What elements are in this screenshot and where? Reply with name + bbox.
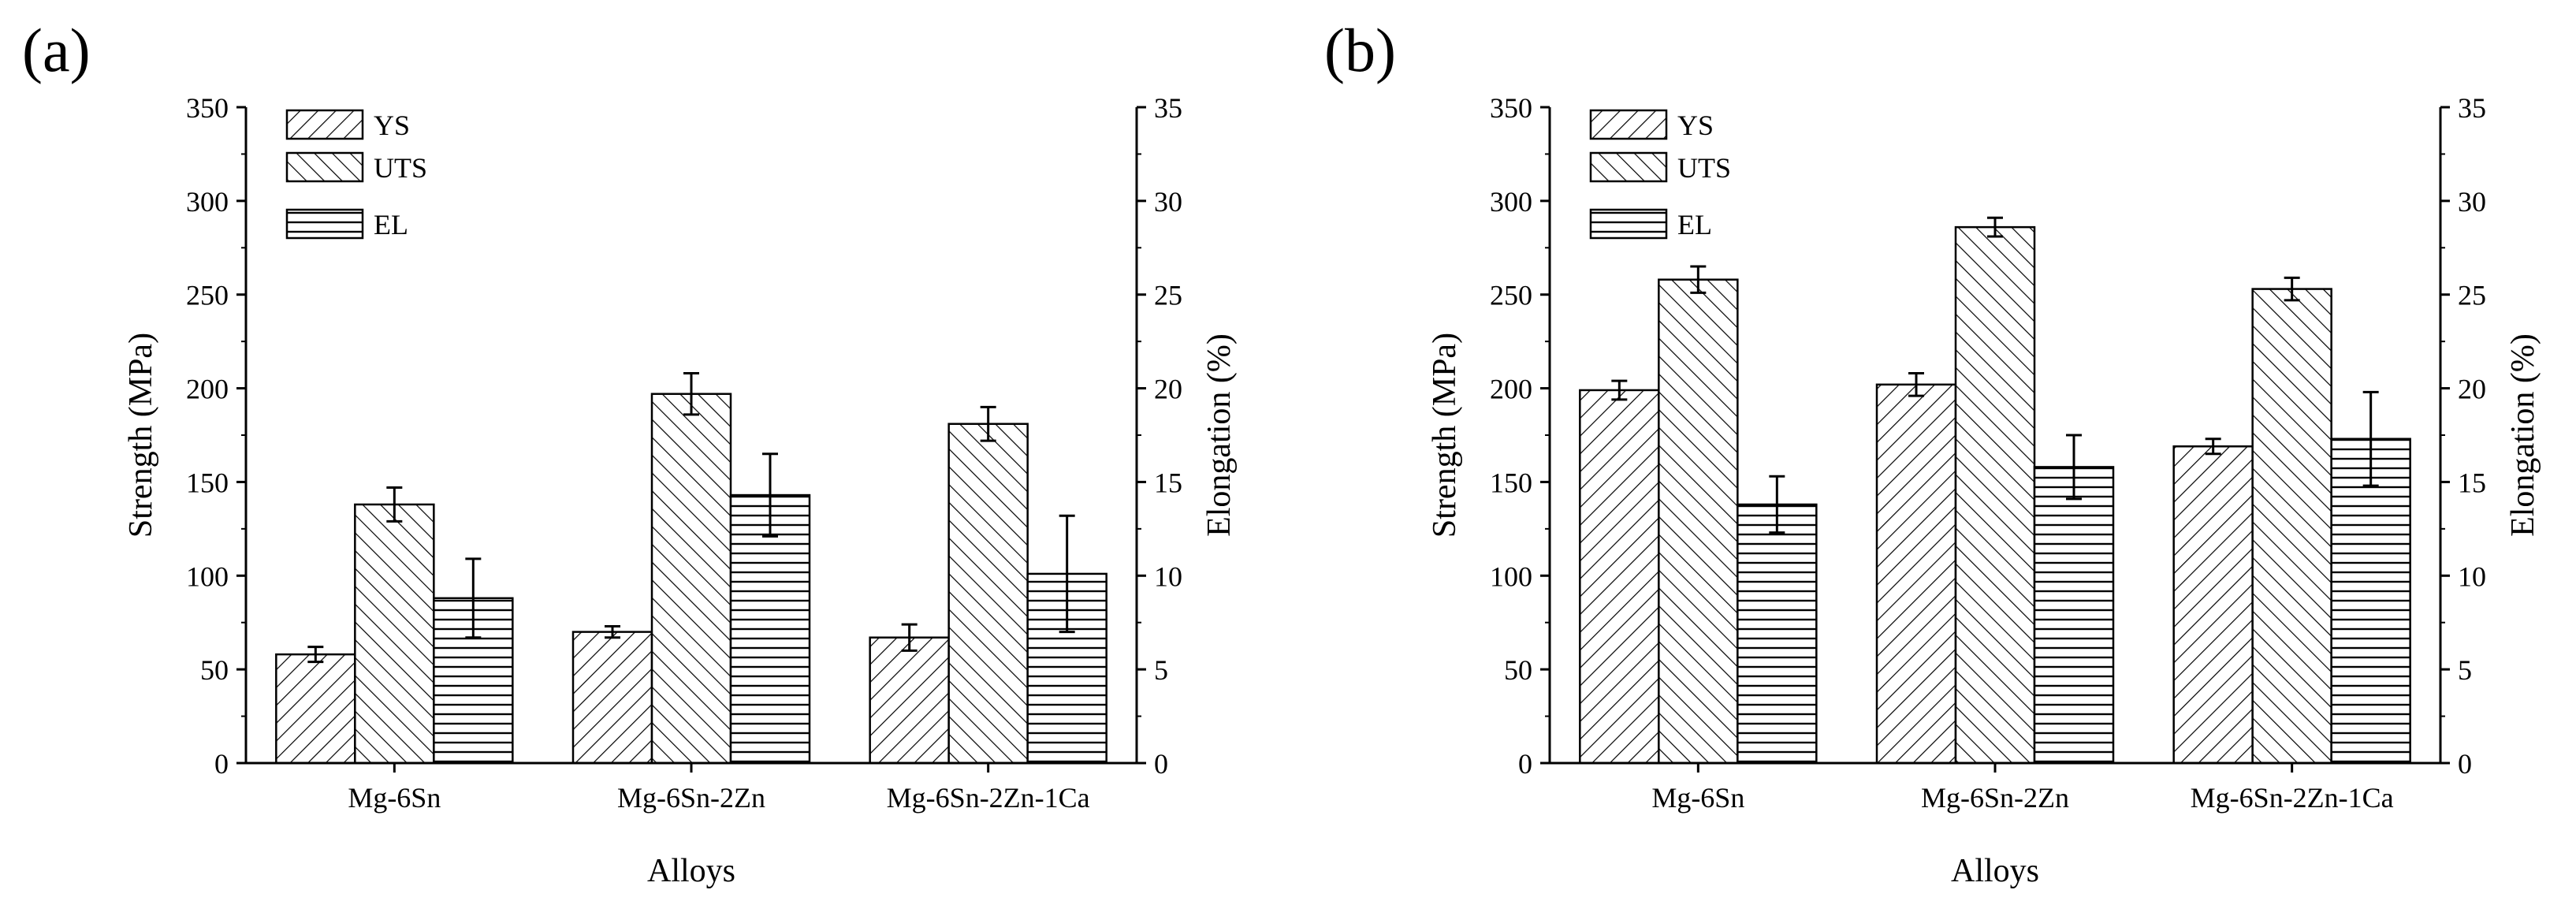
bar-el-0 bbox=[1737, 503, 1818, 765]
y2-tick-label: 35 bbox=[1154, 92, 1182, 124]
y-tick-label: 50 bbox=[200, 654, 229, 686]
y-tick-label: 0 bbox=[1518, 748, 1532, 780]
y-tick-label: 350 bbox=[1490, 92, 1532, 124]
y2-tick-label: 0 bbox=[2458, 748, 2472, 780]
y-axis-title: Strength (MPa) bbox=[1427, 333, 1463, 538]
bar-ys-2 bbox=[2172, 445, 2254, 765]
y-axis-title: Strength (MPa) bbox=[123, 333, 159, 538]
bar-ys-2 bbox=[869, 636, 950, 765]
category-label: Mg-6Sn bbox=[1651, 782, 1744, 814]
y2-tick-label: 15 bbox=[2458, 467, 2486, 498]
y-tick-label: 200 bbox=[1490, 374, 1532, 405]
y2-axis-title: Elongation (%) bbox=[1201, 333, 1238, 537]
y2-axis-title: Elongation (%) bbox=[2505, 333, 2541, 537]
bar-ys-0 bbox=[275, 653, 356, 765]
category-label: Mg-6Sn-2Zn-1Ca bbox=[2191, 782, 2394, 814]
bar-uts-2 bbox=[2251, 288, 2332, 765]
bar-el-2 bbox=[2330, 438, 2411, 765]
bar-ys-0 bbox=[1579, 389, 1660, 765]
y-tick-label: 250 bbox=[1490, 280, 1532, 311]
y-tick-label: 0 bbox=[214, 748, 229, 780]
category-label: Mg-6Sn-2Zn bbox=[617, 782, 765, 814]
y2-tick-label: 25 bbox=[1154, 280, 1182, 311]
y2-tick-label: 5 bbox=[1154, 654, 1168, 686]
y2-tick-label: 0 bbox=[1154, 748, 1168, 780]
legend-swatch-uts bbox=[1589, 151, 1668, 183]
y2-tick-label: 25 bbox=[2458, 280, 2486, 311]
y-tick-label: 250 bbox=[186, 280, 229, 311]
category-label: Mg-6Sn-2Zn-1Ca bbox=[887, 782, 1090, 814]
y2-tick-label: 30 bbox=[1154, 186, 1182, 218]
y2-tick-label: 35 bbox=[2458, 92, 2486, 124]
x-axis-title: Alloys bbox=[1951, 853, 2039, 889]
legend-label-uts: UTS bbox=[374, 152, 427, 184]
y-tick-label: 200 bbox=[186, 374, 229, 405]
legend-swatch-el bbox=[1589, 208, 1668, 240]
bar-el-1 bbox=[729, 493, 811, 765]
category-label: Mg-6Sn bbox=[348, 782, 441, 814]
y-tick-label: 350 bbox=[186, 92, 229, 124]
legend-label-el: EL bbox=[374, 209, 408, 240]
y-tick-label: 50 bbox=[1504, 654, 1532, 686]
legend-swatch-uts bbox=[285, 151, 364, 183]
y-tick-label: 300 bbox=[186, 186, 229, 218]
y-tick-label: 100 bbox=[1490, 560, 1532, 592]
y2-tick-label: 5 bbox=[2458, 654, 2472, 686]
category-label: Mg-6Sn-2Zn bbox=[1921, 782, 2069, 814]
y-tick-label: 150 bbox=[186, 467, 229, 498]
bar-uts-2 bbox=[947, 423, 1029, 765]
bar-uts-1 bbox=[1954, 225, 2036, 765]
y-tick-label: 300 bbox=[1490, 186, 1532, 218]
legend-label-el: EL bbox=[1677, 209, 1712, 240]
legend-swatch-el bbox=[285, 208, 364, 240]
legend-swatch-ys bbox=[1589, 109, 1668, 140]
y2-tick-label: 10 bbox=[2458, 560, 2486, 592]
legend-label-ys: YS bbox=[374, 110, 410, 141]
bar-uts-1 bbox=[650, 393, 732, 765]
panel-label: (a) bbox=[22, 16, 91, 84]
bar-ys-1 bbox=[1875, 383, 1957, 765]
legend-label-uts: UTS bbox=[1677, 152, 1731, 184]
y2-tick-label: 20 bbox=[2458, 374, 2486, 405]
y2-tick-label: 15 bbox=[1154, 467, 1182, 498]
legend-label-ys: YS bbox=[1677, 110, 1714, 141]
y2-tick-label: 30 bbox=[2458, 186, 2486, 218]
x-axis-title: Alloys bbox=[647, 853, 735, 889]
panel-b: (b) 0 50 100 150 200 250 300 350 0 5 10 15 20 25 30 35 Mg… bbox=[1324, 16, 2541, 889]
panel-label: (b) bbox=[1324, 16, 1396, 84]
bar-el-1 bbox=[2033, 466, 2115, 765]
y2-tick-label: 10 bbox=[1154, 560, 1182, 592]
y2-tick-label: 20 bbox=[1154, 374, 1182, 405]
bar-uts-0 bbox=[354, 503, 435, 765]
y-tick-label: 100 bbox=[186, 560, 229, 592]
bar-uts-0 bbox=[1658, 278, 1739, 765]
panel-a: (a) 0 50 100 150 200 250 300 350 0 5 10 15 20 25 30 35 Mg… bbox=[22, 16, 1238, 889]
y-tick-label: 150 bbox=[1490, 467, 1532, 498]
legend-swatch-ys bbox=[285, 109, 364, 140]
bar-ys-1 bbox=[571, 631, 653, 765]
